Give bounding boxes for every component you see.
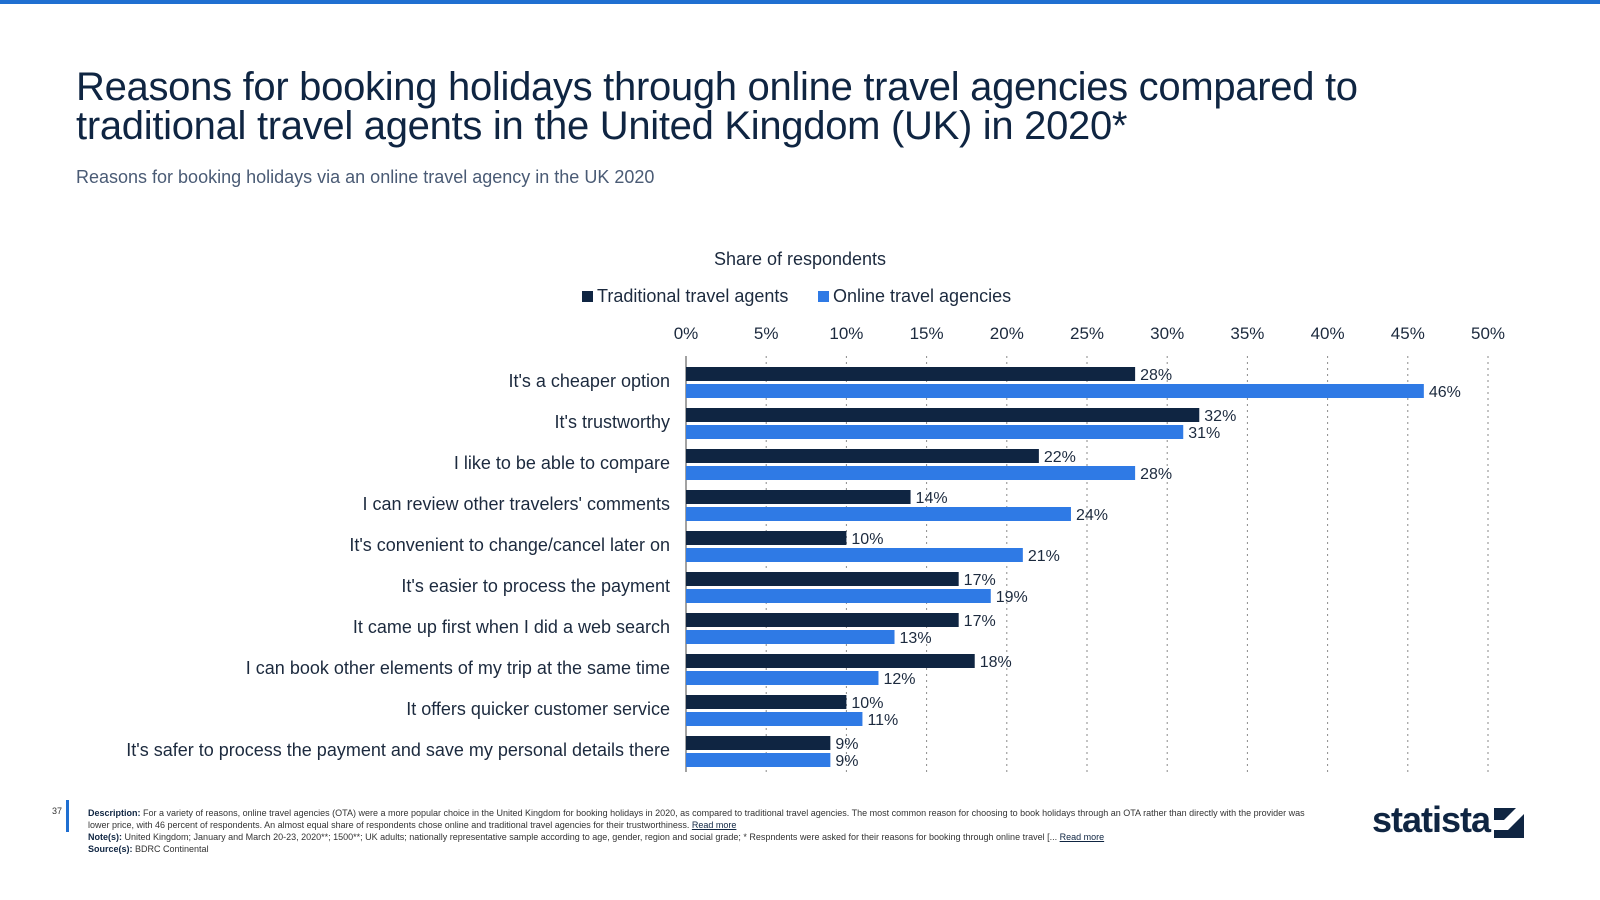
bar-online	[686, 753, 831, 767]
data-label: 17%	[964, 572, 996, 589]
data-label: 12%	[883, 671, 915, 688]
bar-traditional	[686, 490, 911, 504]
bar-chart: Share of respondents Traditional travel a…	[126, 249, 1505, 772]
bar-traditional	[686, 367, 1136, 381]
data-label: 10%	[851, 695, 883, 712]
page-title: Reasons for booking holidays through onl…	[76, 65, 1358, 148]
x-tick-label: 45%	[1391, 324, 1425, 343]
page-number: 37	[52, 806, 63, 816]
category-label: I can book other elements of my trip at …	[246, 658, 670, 678]
logo-text: statista	[1372, 799, 1491, 840]
data-label: 21%	[1028, 548, 1060, 565]
bar-traditional	[686, 572, 959, 586]
description-text: For a variety of reasons, online travel …	[88, 808, 1305, 830]
x-tick-label: 20%	[990, 324, 1024, 343]
data-label: 28%	[1140, 466, 1172, 483]
description-line: Description: For a variety of reasons, o…	[88, 807, 1328, 831]
page-marker	[66, 800, 69, 832]
x-tick-label: 50%	[1471, 324, 1505, 343]
legend-label-2: Online travel agencies	[833, 286, 1011, 306]
category-label: It's convenient to change/cancel later o…	[349, 535, 670, 555]
bar-traditional	[686, 613, 959, 627]
category-label: I can review other travelers' comments	[362, 494, 670, 514]
data-label: 17%	[964, 613, 996, 630]
x-tick-label: 40%	[1311, 324, 1345, 343]
source-line: Source(s): BDRC Continental	[88, 843, 1328, 855]
footer: 37 Description: For a variety of reasons…	[0, 799, 1600, 880]
description-label: Description:	[88, 808, 141, 818]
notes-line: Note(s): United Kingdom; January and Mar…	[88, 831, 1328, 843]
x-tick-label: 15%	[910, 324, 944, 343]
category-label: It came up first when I did a web search	[353, 617, 670, 637]
source-text: BDRC Continental	[135, 844, 209, 854]
data-label: 14%	[916, 490, 948, 507]
data-label: 9%	[835, 753, 858, 770]
bar-traditional	[686, 654, 975, 668]
legend-swatch-2	[818, 291, 829, 302]
data-label: 11%	[867, 712, 898, 729]
top-accent-bar	[0, 0, 1600, 4]
data-label: 10%	[851, 531, 883, 548]
data-label: 32%	[1204, 408, 1236, 425]
bar-traditional	[686, 736, 831, 750]
data-label: 46%	[1429, 384, 1461, 401]
x-tick-label: 30%	[1150, 324, 1184, 343]
category-label: It's easier to process the payment	[401, 576, 670, 596]
bar-online	[686, 425, 1184, 439]
bar-traditional	[686, 408, 1200, 422]
bar-online	[686, 466, 1136, 480]
bar-online	[686, 507, 1071, 521]
category-label: It's trustworthy	[555, 412, 670, 432]
x-tick-label: 25%	[1070, 324, 1104, 343]
data-label: 19%	[996, 589, 1028, 606]
data-label: 22%	[1044, 449, 1076, 466]
bar-online	[686, 630, 895, 644]
bar-traditional	[686, 531, 847, 545]
x-tick-label: 10%	[829, 324, 863, 343]
data-label: 18%	[980, 654, 1012, 671]
source-label: Source(s):	[88, 844, 133, 854]
data-label: 28%	[1140, 367, 1172, 384]
bar-online	[686, 712, 863, 726]
x-tick-label: 0%	[674, 324, 699, 343]
notes-read-more-link[interactable]: Read more	[1059, 832, 1105, 842]
notes-text: United Kingdom; January and March 20-23,…	[124, 832, 1058, 842]
chart-axis-title: Share of respondents	[714, 249, 886, 269]
category-label: I like to be able to compare	[454, 453, 670, 473]
category-label: It offers quicker customer service	[406, 699, 670, 719]
data-label: 9%	[835, 736, 858, 753]
bar-online	[686, 589, 991, 603]
bar-online	[686, 548, 1023, 562]
statista-logo[interactable]: statista	[1372, 799, 1532, 844]
category-label: It's a cheaper option	[508, 371, 670, 391]
legend-label-1: Traditional travel agents	[597, 286, 788, 306]
page-subtitle: Reasons for booking holidays via an onli…	[76, 167, 655, 187]
bar-online	[686, 671, 879, 685]
data-label: 24%	[1076, 507, 1108, 524]
x-tick-label: 35%	[1230, 324, 1264, 343]
bar-online	[686, 384, 1424, 398]
legend-swatch-1	[582, 291, 593, 302]
bar-traditional	[686, 449, 1039, 463]
data-label: 13%	[900, 630, 932, 647]
logo-mark-icon	[1494, 808, 1524, 838]
description-read-more-link[interactable]: Read more	[691, 820, 737, 830]
notes-label: Note(s):	[88, 832, 122, 842]
bar-traditional	[686, 695, 847, 709]
category-label: It's safer to process the payment and sa…	[126, 740, 670, 760]
footer-notes: Description: For a variety of reasons, o…	[88, 807, 1328, 855]
data-label: 31%	[1188, 425, 1220, 442]
x-tick-label: 5%	[754, 324, 779, 343]
